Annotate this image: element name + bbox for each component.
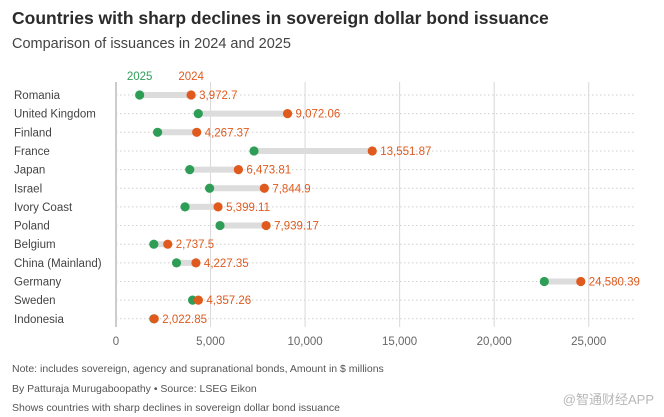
- legend-2025: 2025: [127, 71, 153, 83]
- value-label-2024: 7,939.17: [274, 221, 319, 233]
- category-label: Germany: [14, 277, 62, 289]
- dot-2024: [149, 314, 159, 324]
- dot-2025: [249, 146, 259, 156]
- chart-caption: Shows countries with sharp declines in s…: [12, 402, 341, 414]
- dot-2025: [180, 202, 190, 212]
- dot-2025: [193, 109, 203, 119]
- value-label-2024: 24,580.39: [589, 277, 640, 289]
- dot-2025: [215, 220, 225, 231]
- category-label: China (Mainland): [14, 258, 102, 270]
- category-label: Sweden: [14, 295, 56, 307]
- dot-2024: [576, 276, 586, 287]
- dot-2024: [192, 127, 202, 137]
- dot-2024: [367, 146, 377, 156]
- chart-byline: By Patturaja Murugaboopathy • Source: LS…: [12, 383, 257, 395]
- dot-2024: [282, 109, 293, 119]
- x-tick-label: 15,000: [382, 336, 417, 348]
- dot-2025: [539, 276, 549, 287]
- dot-2025: [135, 90, 145, 100]
- category-label: Belgium: [14, 239, 56, 251]
- category-label: France: [14, 146, 50, 158]
- dot-2024: [191, 258, 201, 268]
- chart-subtitle: Comparison of issuances in 2024 and 2025: [12, 36, 291, 52]
- category-label: Poland: [14, 221, 50, 233]
- x-tick-label: 5,000: [196, 336, 225, 348]
- legend-2024: 2024: [178, 71, 204, 83]
- dot-2024: [193, 295, 203, 305]
- dot-2025: [171, 258, 182, 268]
- value-label-2024: 2,022.85: [162, 314, 207, 326]
- dot-2025: [205, 183, 215, 193]
- value-label-2024: 7,844.9: [272, 183, 310, 195]
- dot-2025: [153, 127, 163, 137]
- value-label-2024: 4,267.37: [205, 127, 250, 139]
- category-label: Indonesia: [14, 314, 64, 326]
- dot-2024: [233, 165, 244, 175]
- chart-title: Countries with sharp declines in soverei…: [12, 8, 549, 28]
- dot-2025: [149, 239, 159, 249]
- value-label-2024: 9,072.06: [296, 109, 341, 121]
- category-label: Israel: [14, 183, 42, 195]
- value-label-2024: 4,227.35: [204, 258, 249, 270]
- chart-note: Note: includes sovereign, agency and sup…: [12, 363, 384, 375]
- dot-2024: [186, 90, 196, 100]
- category-label: Ivory Coast: [14, 202, 73, 214]
- value-label-2024: 5,399.11: [226, 202, 270, 214]
- dot-2024: [259, 183, 269, 193]
- value-label-2024: 3,972.7: [199, 90, 237, 102]
- watermark: @智通财经APP: [562, 392, 654, 407]
- x-tick-label: 25,000: [571, 336, 606, 348]
- value-label-2024: 13,551.87: [380, 146, 431, 158]
- x-tick-label: 10,000: [287, 336, 322, 348]
- category-label: Romania: [14, 90, 61, 102]
- category-label: Finland: [14, 127, 52, 139]
- value-label-2024: 2,737.5: [176, 239, 214, 251]
- value-label-2024: 4,357.26: [206, 295, 251, 307]
- x-tick-label: 0: [113, 336, 119, 348]
- dot-2024: [163, 239, 173, 249]
- value-label-2024: 6,473.81: [246, 165, 291, 177]
- dot-2024: [261, 220, 271, 231]
- x-tick-label: 20,000: [477, 336, 512, 348]
- category-label: United Kingdom: [14, 109, 96, 121]
- dot-2025: [185, 165, 195, 175]
- category-label: Japan: [14, 165, 45, 177]
- dot-2024: [213, 202, 223, 212]
